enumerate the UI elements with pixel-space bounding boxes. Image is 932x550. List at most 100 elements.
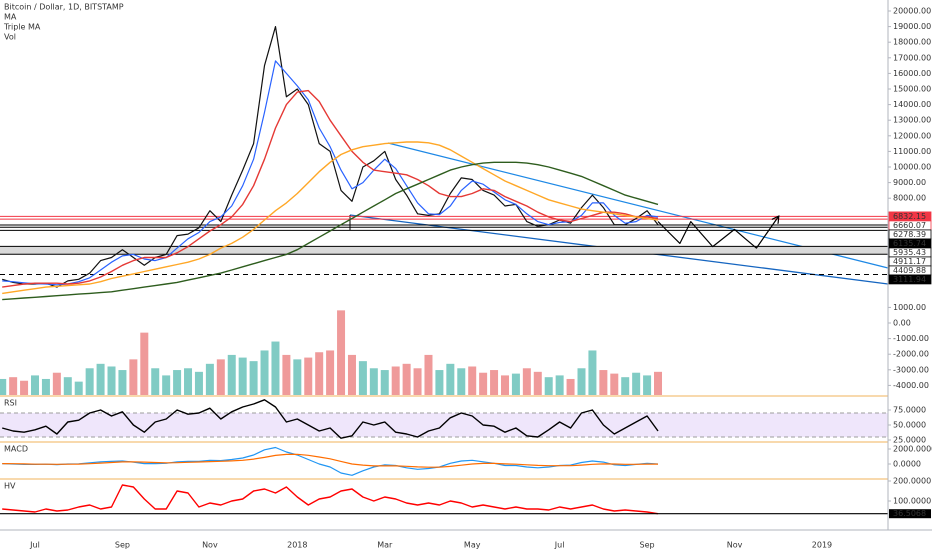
volume-bar (347, 354, 356, 395)
series-line (657, 217, 778, 249)
volume-bar (479, 372, 488, 395)
volume-bar (511, 373, 520, 395)
series-line (2, 141, 659, 295)
y-tick-label: 200.0000 (893, 477, 931, 486)
plot-area: RSI MACD HV (0, 26, 932, 515)
volume-bar (96, 363, 105, 395)
x-tick-label: Mar (377, 541, 393, 550)
volume-bar (457, 368, 466, 395)
x-tick-label: Sep (640, 541, 655, 550)
y-tick-label: 13000.00 (893, 116, 931, 125)
x-tick-label: 2018 (287, 541, 307, 550)
volume-bar (337, 310, 346, 395)
y-tick-label: 75.0000 (893, 406, 926, 415)
volume-bar (249, 361, 258, 395)
volume-bar (282, 354, 291, 395)
volume-bar (632, 372, 641, 395)
indicator-label: Vol (4, 33, 16, 42)
level-zone (0, 246, 888, 255)
volume-bar (271, 341, 280, 395)
pane-title: HV (4, 482, 16, 491)
level-label: 5935.43 (893, 248, 926, 257)
level-label: 3111.94 (893, 275, 926, 284)
y-tick-label: 19000.00 (893, 22, 931, 31)
y-tick-label: -4000.00 (893, 381, 929, 390)
volume-bar (0, 378, 7, 395)
volume-bar (566, 378, 575, 395)
volume-bar (610, 373, 619, 395)
level-label: 6832.15 (893, 212, 926, 221)
volume-bar (63, 377, 72, 395)
volume-bar (238, 357, 247, 395)
axis-labels: Jul Sep Nov 2018 Mar May Jul Sep Nov 20196832.156… (29, 6, 932, 549)
volume-bar (315, 352, 324, 395)
y-tick-label: 16000.00 (893, 69, 931, 78)
level-label: 4409.88 (893, 266, 926, 275)
volume-bar (304, 357, 313, 395)
x-tick-label: May (464, 541, 481, 550)
volume-bar (369, 368, 378, 395)
pane-title: RSI (4, 399, 17, 408)
level-label: 4911.17 (893, 257, 926, 266)
volume-bar (533, 371, 542, 395)
volume-bar (293, 359, 302, 395)
y-tick-label: 15000.00 (893, 84, 931, 93)
x-tick-label: Sep (115, 541, 130, 550)
volume-bar (184, 368, 193, 395)
level-label: 6135.74 (893, 239, 926, 248)
volume-bar (194, 371, 203, 395)
volume-bar (140, 332, 149, 395)
level-label: 6660.07 (893, 221, 926, 230)
series-line (2, 399, 659, 439)
y-tick-label: 8000.00 (893, 194, 926, 203)
volume-bar (358, 361, 367, 395)
y-tick-label: 1000.00 (893, 303, 926, 312)
x-tick-label: Nov (727, 541, 743, 550)
volume-bar (326, 350, 335, 395)
volume-bar (85, 368, 94, 395)
volume-bar (424, 354, 433, 395)
volume-bar (162, 375, 171, 395)
indicator-label: MA (4, 13, 17, 22)
x-tick-label: Nov (202, 541, 218, 550)
last-value-label: 36.5068 (893, 509, 926, 518)
series-line (2, 446, 659, 476)
x-tick-label: Jul (554, 541, 565, 550)
volume-bar (654, 371, 663, 395)
y-tick-label: 17000.00 (893, 53, 931, 62)
y-tick-label: -2000.00 (893, 350, 929, 359)
volume-bar (522, 368, 531, 395)
series-line (2, 453, 658, 468)
volume-bar (205, 363, 214, 395)
volume-bar (544, 377, 553, 395)
volume-bar (413, 368, 422, 395)
indicator-label: Triple MA (3, 23, 41, 32)
series-line (2, 89, 659, 288)
volume-bar (380, 370, 389, 395)
volume-bar (227, 354, 236, 395)
series-line (2, 60, 659, 286)
y-tick-label: 11000.00 (893, 147, 931, 156)
volume-bar (74, 381, 83, 395)
x-tick-label: 2019 (812, 541, 832, 550)
volume-bar (216, 359, 225, 395)
volume-bar (402, 363, 411, 395)
volume-bar (173, 370, 182, 395)
y-tick-label: -3000.00 (893, 365, 929, 374)
volume-bar (129, 359, 138, 395)
volume-bar (555, 375, 564, 395)
x-tick-label: Jul (29, 541, 40, 550)
volume-bar (20, 380, 29, 395)
volume-bar (577, 368, 586, 395)
volume-bar (621, 377, 630, 395)
volume-bar (118, 370, 127, 395)
y-tick-label: -1000.00 (893, 334, 929, 343)
volume-bar (588, 350, 597, 395)
volume-bar (107, 366, 116, 395)
y-tick-label: 10000.00 (893, 163, 931, 172)
volume-bar (52, 372, 61, 395)
volume-bar (468, 366, 477, 395)
volume-bar (260, 350, 269, 395)
pane-title: MACD (4, 445, 28, 454)
